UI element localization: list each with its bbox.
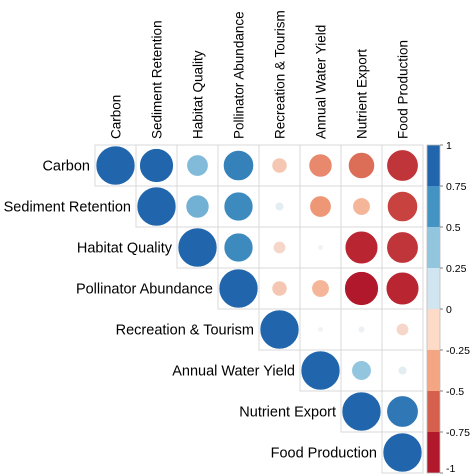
col-label-sediment-retention: Sediment Retention [150, 20, 165, 139]
corr-circle-carbon-recreation-and-tourism [271, 157, 288, 174]
corr-circle-habitat-quality-habitat-quality [177, 227, 218, 268]
row-label-annual-water-yield: Annual Water Yield [172, 364, 295, 380]
corr-circle-carbon-pollinator-abundance [223, 150, 254, 181]
row-label-food-production: Food Production [271, 446, 377, 462]
corr-circle-habitat-quality-annual-water-yield [317, 244, 324, 251]
corr-circle-sediment-retention-nutrient-export [352, 197, 371, 216]
row-label-nutrient-export: Nutrient Export [239, 405, 336, 421]
corr-circle-sediment-retention-recreation-and-tourism [274, 201, 285, 212]
correlation-circles [95, 145, 423, 473]
colorbar-tick-label: -0.75 [446, 427, 470, 439]
col-label-nutrient-export: Nutrient Export [355, 49, 370, 139]
col-label-food-production: Food Production [396, 40, 411, 139]
colorbar-band [427, 268, 440, 309]
col-label-habitat-quality: Habitat Quality [191, 50, 206, 139]
corr-circle-sediment-retention-food-production [387, 191, 418, 222]
grid-cell [381, 431, 424, 474]
corr-circle-recreation-and-tourism-nutrient-export [357, 325, 366, 334]
corr-circle-recreation-and-tourism-recreation-and-tourism [259, 309, 300, 350]
corr-circle-habitat-quality-food-production [386, 231, 419, 264]
colorbar-tick-label: 0.25 [446, 263, 467, 275]
corr-circle-pollinator-abundance-annual-water-yield [311, 279, 330, 298]
corr-circle-recreation-and-tourism-annual-water-yield [317, 326, 324, 333]
col-label-recreation-and-tourism: Recreation & Tourism [273, 10, 288, 139]
corr-circle-annual-water-yield-nutrient-export [351, 360, 372, 381]
colorbar-tick-label: -0.25 [446, 345, 470, 357]
corr-circle-sediment-retention-pollinator-abundance [223, 191, 254, 222]
corr-circle-habitat-quality-nutrient-export [344, 230, 379, 265]
corr-circle-carbon-food-production [386, 149, 419, 182]
row-label-sediment-retention: Sediment Retention [4, 200, 131, 216]
corr-circle-sediment-retention-habitat-quality [185, 194, 210, 219]
corr-circle-food-production-food-production [382, 432, 423, 473]
colorbar-band [427, 186, 440, 227]
colorbar-band [427, 227, 440, 268]
row-labels: Carbon Sediment Retention Habitat Quality P… [4, 159, 377, 462]
colorbar: 1 0.75 0.5 0.25 0 -0.25 -0.5 -0.75 -1 [426, 140, 470, 474]
corr-circle-pollinator-abundance-food-production [385, 271, 420, 306]
corr-circle-pollinator-abundance-nutrient-export [344, 271, 379, 306]
colorbar-tick-label: -1 [446, 463, 455, 474]
row-label-carbon: Carbon [42, 159, 90, 175]
col-label-pollinator-abundance: Pollinator Abundance [232, 11, 247, 139]
corr-circle-nutrient-export-food-production [386, 395, 419, 428]
corr-circle-carbon-nutrient-export [348, 152, 375, 179]
corr-circle-annual-water-yield-food-production [397, 365, 408, 376]
column-labels: Carbon Sediment Retention Habitat Quality P… [109, 10, 411, 139]
corr-circle-carbon-sediment-retention [139, 148, 174, 183]
corr-circle-recreation-and-tourism-food-production [396, 323, 409, 336]
col-label-carbon: Carbon [109, 95, 124, 139]
colorbar-band [427, 309, 440, 350]
corr-circle-sediment-retention-sediment-retention [136, 186, 177, 227]
corr-circle-habitat-quality-pollinator-abundance [223, 232, 254, 263]
colorbar-tick-label: 0 [446, 304, 452, 316]
colorbar-band [427, 391, 440, 432]
corr-circle-pollinator-abundance-recreation-and-tourism [271, 280, 288, 297]
corr-circle-carbon-annual-water-yield [308, 153, 333, 178]
colorbar-band [427, 145, 440, 186]
corr-circle-sediment-retention-annual-water-yield [309, 195, 332, 218]
corr-circle-carbon-habitat-quality [186, 154, 209, 177]
colorbar-tick-label: 0.75 [446, 181, 467, 193]
corr-circle-annual-water-yield-annual-water-yield [300, 350, 341, 391]
corr-circle-carbon-carbon [95, 145, 136, 186]
corr-circle-nutrient-export-nutrient-export [341, 391, 382, 432]
colorbar-band [427, 432, 440, 473]
col-label-annual-water-yield: Annual Water Yield [314, 25, 329, 139]
colorbar-tick-label: 1 [446, 140, 452, 152]
row-label-recreation-and-tourism: Recreation & Tourism [116, 323, 254, 339]
row-label-habitat-quality: Habitat Quality [77, 241, 173, 257]
row-label-pollinator-abundance: Pollinator Abundance [76, 282, 213, 298]
colorbar-tick-label: -0.5 [446, 386, 464, 398]
colorbar-tick-label: 0.5 [446, 222, 461, 234]
grid-lines [94, 144, 424, 474]
corr-circle-pollinator-abundance-pollinator-abundance [218, 268, 259, 309]
corr-circle-habitat-quality-recreation-and-tourism [273, 241, 286, 254]
colorbar-band [427, 350, 440, 391]
